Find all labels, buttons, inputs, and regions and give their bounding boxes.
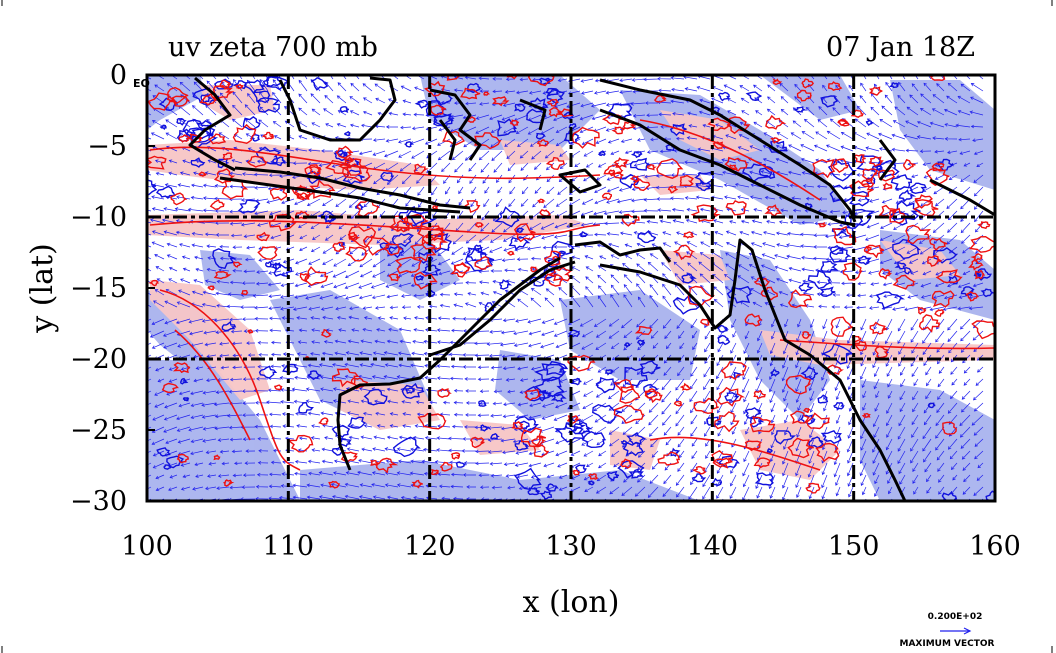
vector-key-label: MAXIMUM VECTOR (899, 639, 994, 649)
contour-line (149, 220, 601, 236)
y-tick-label: −15 (70, 273, 127, 304)
negative-contours (147, 75, 995, 501)
contour-line (174, 329, 251, 441)
y-tick-label: −20 (70, 344, 127, 375)
vector-key-arrow (940, 627, 972, 635)
x-tick-label: 150 (828, 531, 880, 562)
contour-line (779, 339, 995, 350)
y-tick-label: −30 (70, 486, 127, 517)
x-tick-label: 130 (545, 531, 597, 562)
vector-key-value: 0.200E+02 (928, 612, 983, 622)
contour-line (649, 436, 821, 471)
equator-label: EQ (133, 77, 150, 90)
y-tick-label: −5 (87, 131, 127, 162)
x-tick-label: 110 (263, 531, 315, 562)
x-tick-label: 120 (404, 531, 456, 562)
x-tick-label: 160 (969, 531, 1021, 562)
y-tick-label: −10 (70, 202, 127, 233)
plot-area (147, 75, 995, 501)
contour-line (159, 289, 301, 471)
x-axis-label: x (lon) (523, 585, 620, 620)
x-tick-label: 100 (121, 531, 173, 562)
x-axis: 100 110 120 130 140 150 160 (121, 493, 1021, 562)
vector-key: 0.200E+02 MAXIMUM VECTOR (899, 612, 994, 649)
wind-vector-field (147, 75, 984, 501)
x-tick-label: 140 (687, 531, 739, 562)
wind-vectors (147, 75, 984, 501)
lat-lon-grid (147, 75, 995, 501)
vorticity-contours (147, 75, 995, 501)
y-axis: 0 −5 −10 −15 −20 −25 −30 (70, 60, 155, 517)
y-tick-label: −25 (70, 415, 127, 446)
contour-line (639, 119, 821, 201)
y-tick-label: 0 (110, 60, 127, 91)
plot-title-right: 07 Jan 18Z (826, 32, 975, 63)
y-axis-label: y (lat) (25, 243, 60, 333)
contour-line (149, 146, 601, 180)
plot-title-left: uv zeta 700 mb (168, 32, 378, 63)
